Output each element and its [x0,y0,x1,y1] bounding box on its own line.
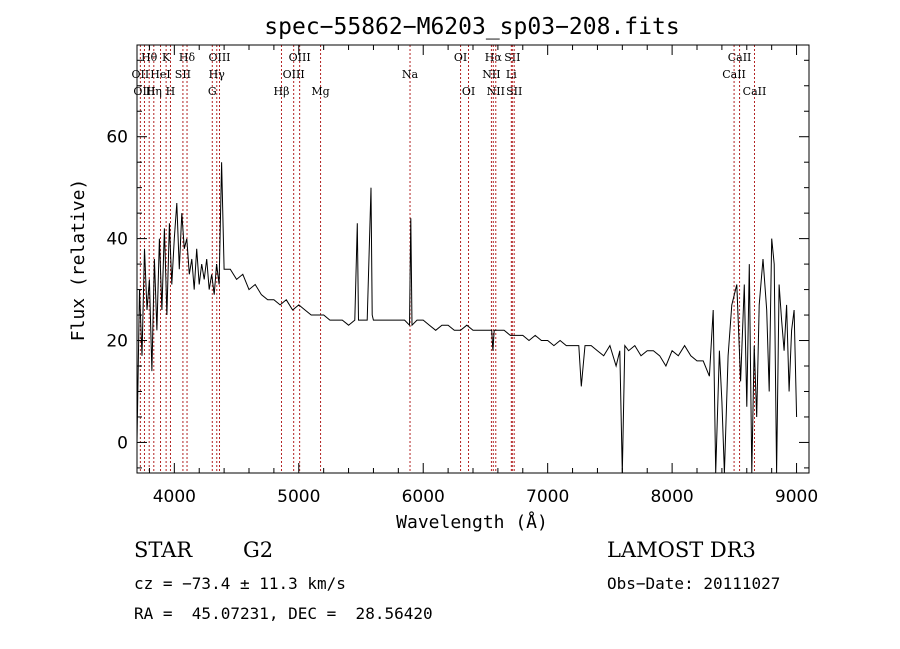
x-tick-label: 8000 [650,487,693,507]
y-tick-label: 20 [106,332,128,352]
line-marker-label: OIII [133,85,155,98]
y-tick-label: 40 [106,230,128,250]
line-markers: Hθ OII OIII K HeI Hη H Hδ SII OIII Hγ G Hβ OIII OIII Mg… [132,45,767,473]
y-axis-ticks: 0 20 40 60 [106,59,809,469]
line-marker-label: CaII [728,51,752,64]
x-tick-label: 4000 [153,487,196,507]
x-axis-ticks: 4000 5000 6000 7000 8000 9000 [148,45,818,507]
observation-date: Obs−Date: 20111027 [607,574,781,593]
line-marker-label: SII [506,85,522,98]
y-tick-label: 60 [106,128,128,148]
line-marker-label: HeI [150,68,170,81]
line-marker-label: CaII [743,85,767,98]
spectrum-chart: spec−55862−M6203_sp03−208.fits Hθ OII OIII… [68,14,818,533]
y-tick-label: 0 [117,433,128,453]
spectrum-line [136,162,798,474]
line-marker-label: CaII [722,68,746,81]
redshift-cz: cz = −73.4 ± 11.3 km/s [134,574,346,593]
line-marker-label: SII [504,51,520,64]
object-class: STAR [134,538,193,562]
x-tick-label: 9000 [775,487,818,507]
x-tick-label: 6000 [402,487,445,507]
line-marker-label: H [166,85,176,98]
x-tick-label: 7000 [526,487,569,507]
line-marker-label: Na [402,68,419,81]
x-tick-label: 5000 [277,487,320,507]
line-marker-label: OI [462,85,475,98]
line-marker-label: OIII [283,68,305,81]
line-marker-label: Mg [311,85,329,98]
line-marker-label: SII [175,68,191,81]
object-subclass: G2 [243,538,274,562]
line-marker-label: NII [487,85,505,98]
line-marker-label: NII [482,68,500,81]
line-marker-label: Hθ [141,51,158,64]
survey-name: LAMOST DR3 [607,538,756,562]
line-marker-label: OIII [289,51,311,64]
line-marker-label: Hδ [179,51,196,64]
y-axis-label: Flux (relative) [68,179,89,342]
line-marker-label: Hη [146,85,162,98]
plot-frame [136,44,810,474]
line-marker-label: Li [506,68,517,81]
line-marker-label: K [162,51,171,64]
line-marker-label: OIII [208,51,230,64]
line-marker-label: OII [132,68,150,81]
line-marker-label: G [208,85,217,98]
line-marker-label: Hγ [209,68,226,81]
line-marker-label: OI [454,51,467,64]
chart-title: spec−55862−M6203_sp03−208.fits [264,14,679,40]
ra-dec: RA = 45.07231, DEC = 28.56420 [134,604,433,623]
line-marker-label: Hα [485,51,503,64]
x-axis-label: Wavelength (Å) [396,511,548,533]
line-marker-label: Hβ [274,85,290,98]
